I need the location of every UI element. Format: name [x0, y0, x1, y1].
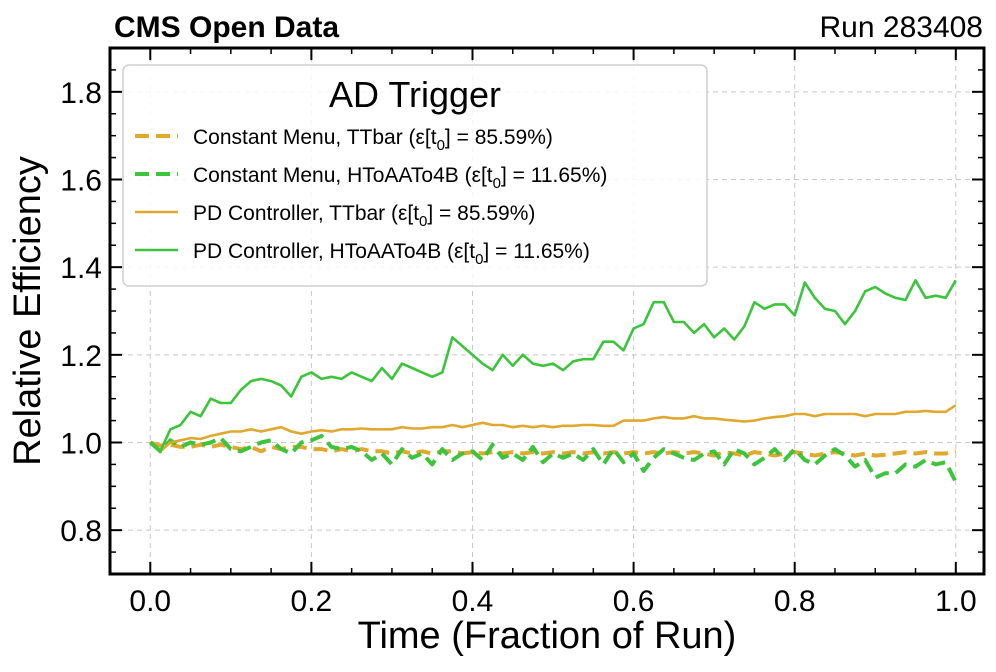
legend-label-subscript: 0 [437, 137, 445, 154]
x-tick-label: 0.2 [291, 585, 333, 618]
series-constant-htoaa-line [148, 433, 958, 483]
legend-label-value: ] = 11.65%) [483, 240, 589, 263]
legend-label-main: Constant Menu, HToAATo4B (ε[t [193, 164, 493, 187]
y-tick-label: 1.8 [60, 77, 102, 110]
series-pd-htoaa-legend-label: PD Controller, HToAATo4B (ε[t0] = 11.65%… [193, 240, 590, 268]
legend: AD Trigger Constant Menu, TTbar (ε[t0] =… [122, 64, 708, 287]
legend-title: AD Trigger [329, 74, 501, 115]
legend-label-main: Constant Menu, TTbar (ε[t [193, 126, 437, 149]
legend-label-value: ] = 11.65%) [501, 164, 607, 187]
plot-frame [108, 46, 986, 576]
series-group [148, 278, 958, 483]
y-tick-label: 0.8 [60, 515, 102, 548]
x-tick-label: 1.0 [935, 585, 977, 618]
legend-box [122, 64, 708, 287]
legend-label-main: PD Controller, HToAATo4B (ε[t [193, 240, 475, 263]
series-pd-ttbar-legend-label: PD Controller, TTbar (ε[t0] = 85.59%) [193, 202, 535, 230]
series-constant-ttbar-legend-label: Constant Menu, TTbar (ε[t0] = 85.59%) [193, 126, 553, 154]
series-pd-ttbar-line [149, 404, 957, 453]
header-right-label: Run 283408 [820, 11, 983, 44]
series-constant-htoaa-legend-label: Constant Menu, HToAATo4B (ε[t0] = 11.65%… [193, 164, 607, 192]
legend-label-subscript: 0 [475, 251, 483, 268]
legend-label-value: ] = 85.59%) [445, 126, 553, 149]
y-tick-label: 1.0 [60, 428, 102, 461]
series-pd-htoaa-line [149, 278, 957, 453]
x-tick-label: 0.0 [129, 585, 171, 618]
x-tick-label: 0.4 [452, 585, 494, 618]
x-tick-label: 0.8 [774, 585, 816, 618]
legend-label-value: ] = 85.59%) [427, 202, 535, 225]
y-axis-label: Relative Efficiency [7, 156, 49, 466]
legend-label-subscript: 0 [493, 175, 501, 192]
y-tick-label: 1.2 [60, 340, 102, 373]
y-tick-label: 1.4 [60, 252, 102, 285]
x-tick-label: 0.6 [613, 585, 655, 618]
legend-label-subscript: 0 [419, 213, 427, 230]
y-tick-label: 1.6 [60, 165, 102, 198]
tick-group: 0.0 0.2 0.4 0.6 0.8 1.0 0.8 1.0 1.2 1.4 1.6 1.8 [60, 48, 984, 618]
legend-label-main: PD Controller, TTbar (ε[t [193, 202, 419, 225]
series-constant-ttbar-line [149, 440, 957, 458]
x-axis-label: Time (Fraction of Run) [358, 615, 737, 657]
header-left-label: CMS Open Data [114, 11, 339, 44]
